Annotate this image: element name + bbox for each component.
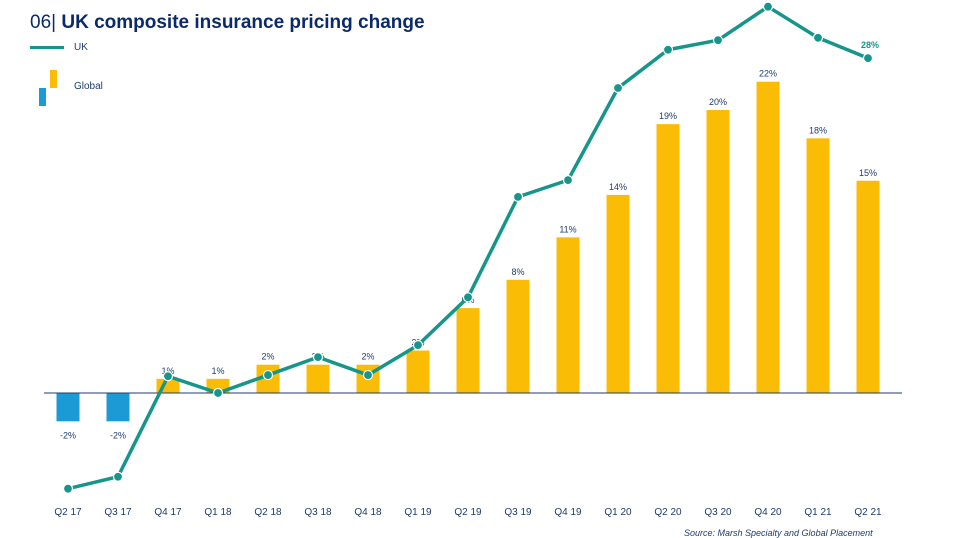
bar-global [756,81,780,393]
x-tick-label: Q2 20 [654,507,682,518]
bar-global [556,237,580,393]
x-tick-label: Q2 19 [454,507,482,518]
uk-point [612,82,624,94]
uk-point [662,44,674,55]
x-tick-label: Q3 20 [704,507,732,518]
uk-point-label: 28% [861,40,879,50]
bar-label: 1% [161,366,174,376]
bar-label: 18% [809,125,827,135]
bar-label: 2% [361,352,374,362]
uk-point [812,32,824,43]
x-tick-label: Q2 18 [254,507,282,518]
x-tick-label: Q4 20 [754,507,782,518]
bar-label: 1% [211,366,224,376]
x-tick-label: Q1 21 [804,507,832,518]
uk-point [512,191,524,202]
legend-uk-label: UK [74,42,88,53]
bar-label: -2% [110,430,126,440]
bar-global [656,124,680,394]
legend-global-swatch-negative [39,88,46,106]
x-tick-label: Q3 18 [304,507,332,518]
x-tick-label: Q1 18 [204,507,232,518]
bar-global [56,393,80,422]
bar-label: 15% [859,168,877,178]
x-tick-label: Q4 17 [154,507,182,518]
bar-label: 8% [511,267,524,277]
bar-global [406,350,430,393]
uk-line [67,4,869,491]
source-note: Source: Marsh Specialty and Global Place… [684,528,873,538]
x-tick-label: Q3 19 [504,507,532,518]
bar-global [606,194,630,393]
uk-point [562,175,574,186]
legend-uk-swatch [30,46,64,49]
uk-point [112,471,124,482]
bar-label: 11% [559,224,576,234]
bar-label: 22% [759,69,777,79]
bar-global [106,393,130,422]
uk-point [312,352,324,363]
uk-point [762,1,774,12]
bar-global [506,279,530,393]
x-tick-label: Q1 20 [604,507,632,518]
title-number: 06| [30,12,57,33]
bar-label: 19% [659,111,677,121]
x-tick-label: Q1 19 [404,507,432,518]
chart-title: 06| UK composite insurance pricing chang… [30,12,425,34]
x-tick-label: Q4 18 [354,507,382,518]
uk-point [162,371,174,382]
bar-label: 2% [261,352,274,362]
bar-global [856,180,880,393]
bar-global [456,308,480,393]
uk-point [62,483,74,494]
bar-global [306,364,330,393]
x-tick-label: Q2 21 [854,507,882,518]
legend-global-label: Global [74,81,103,92]
title-text: UK composite insurance pricing change [61,12,425,33]
bar-global [806,138,830,393]
x-tick-label: Q3 17 [104,507,132,518]
uk-point [712,35,724,46]
uk-point [462,292,474,303]
bar-global [706,110,730,393]
x-tick-label: Q4 19 [554,507,582,518]
uk-point [412,340,424,351]
uk-point [262,369,274,381]
bar-label: 14% [609,182,627,192]
uk-point [212,387,224,399]
x-tick-label: Q2 17 [54,507,82,518]
bar-label: 20% [709,97,727,107]
uk-point [362,369,374,381]
bar-label: -2% [60,430,76,440]
legend-global-swatch-positive [50,70,57,88]
uk-point [862,53,874,64]
